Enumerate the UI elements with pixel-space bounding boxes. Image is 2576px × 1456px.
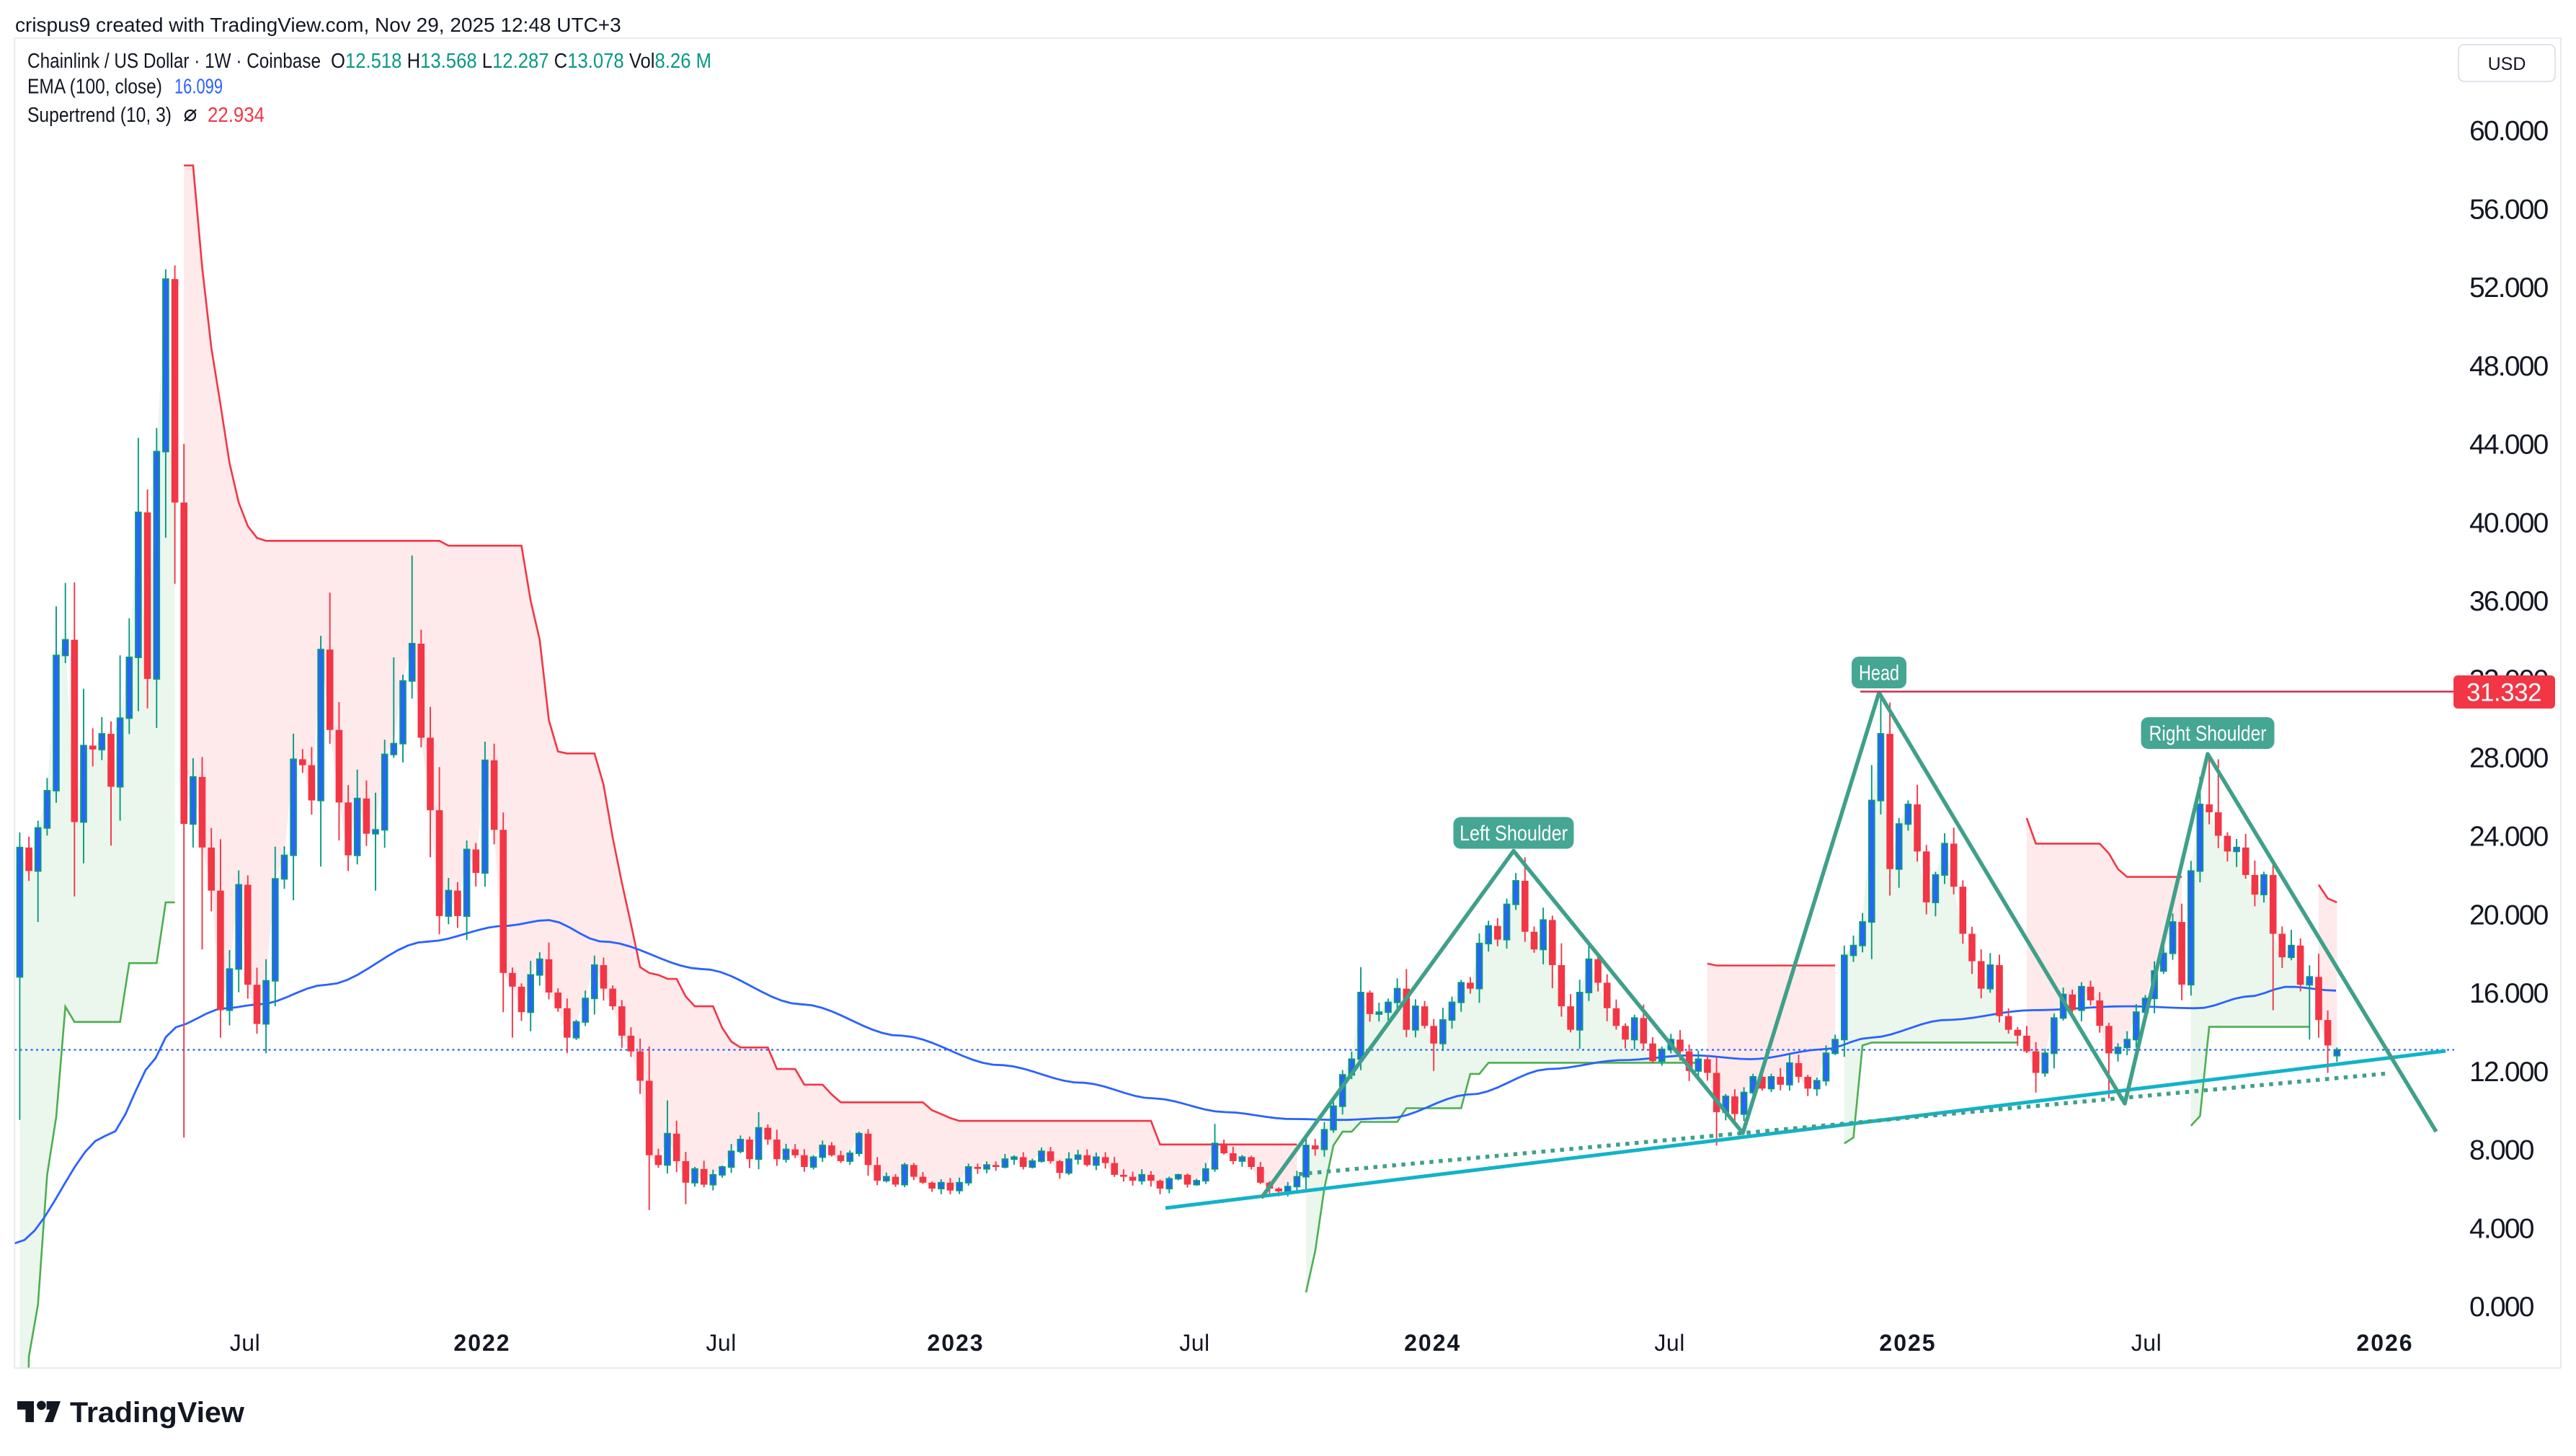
svg-text:crispus9 created with TradingV: crispus9 created with TradingView.com, N… <box>15 14 621 36</box>
svg-text:Supertrend (10, 3): Supertrend (10, 3) <box>27 104 172 127</box>
svg-text:44.000: 44.000 <box>2469 430 2549 461</box>
svg-text:2022: 2022 <box>453 1330 510 1356</box>
svg-text:36.000: 36.000 <box>2469 586 2549 617</box>
svg-text:16.000: 16.000 <box>2469 978 2549 1009</box>
svg-text:56.000: 56.000 <box>2469 194 2549 225</box>
svg-text:Left Shoulder: Left Shoulder <box>1460 822 1568 845</box>
svg-text:12.000: 12.000 <box>2469 1057 2549 1088</box>
svg-text:2023: 2023 <box>927 1330 984 1356</box>
svg-text:22.934: 22.934 <box>208 104 265 127</box>
svg-text:Jul: Jul <box>706 1330 736 1356</box>
svg-text:16.099: 16.099 <box>174 76 223 99</box>
svg-text:52.000: 52.000 <box>2469 272 2549 303</box>
svg-text:O12.518 H13.568 L12.287 C13.07: O12.518 H13.568 L12.287 C13.078 Vol8.26 … <box>331 50 711 73</box>
svg-text:Chainlink / US Dollar · 1W · C: Chainlink / US Dollar · 1W · Coinbase <box>27 50 321 73</box>
svg-text:2025: 2025 <box>1879 1330 1936 1356</box>
svg-text:2024: 2024 <box>1404 1330 1461 1356</box>
svg-text:8.000: 8.000 <box>2469 1135 2534 1166</box>
svg-text:EMA (100, close): EMA (100, close) <box>27 76 162 99</box>
svg-text:20.000: 20.000 <box>2469 900 2549 931</box>
svg-text:28.000: 28.000 <box>2469 743 2549 774</box>
svg-text:60.000: 60.000 <box>2469 116 2549 147</box>
svg-text:TradingView: TradingView <box>70 1397 245 1429</box>
svg-text:USD: USD <box>2488 54 2526 74</box>
svg-text:Jul: Jul <box>1654 1330 1684 1356</box>
svg-text:48.000: 48.000 <box>2469 351 2549 382</box>
svg-text:Right Shoulder: Right Shoulder <box>2149 722 2267 746</box>
svg-text:Jul: Jul <box>2131 1330 2162 1356</box>
svg-text:Jul: Jul <box>1179 1330 1209 1356</box>
svg-text:31.332: 31.332 <box>2466 679 2541 707</box>
svg-text:2026: 2026 <box>2356 1330 2413 1356</box>
svg-text:4.000: 4.000 <box>2469 1213 2534 1244</box>
svg-text:Head: Head <box>1859 662 1899 685</box>
svg-text:24.000: 24.000 <box>2469 822 2549 853</box>
svg-text:Jul: Jul <box>230 1330 260 1356</box>
svg-text:40.000: 40.000 <box>2469 507 2549 538</box>
svg-text:0.000: 0.000 <box>2469 1292 2534 1323</box>
